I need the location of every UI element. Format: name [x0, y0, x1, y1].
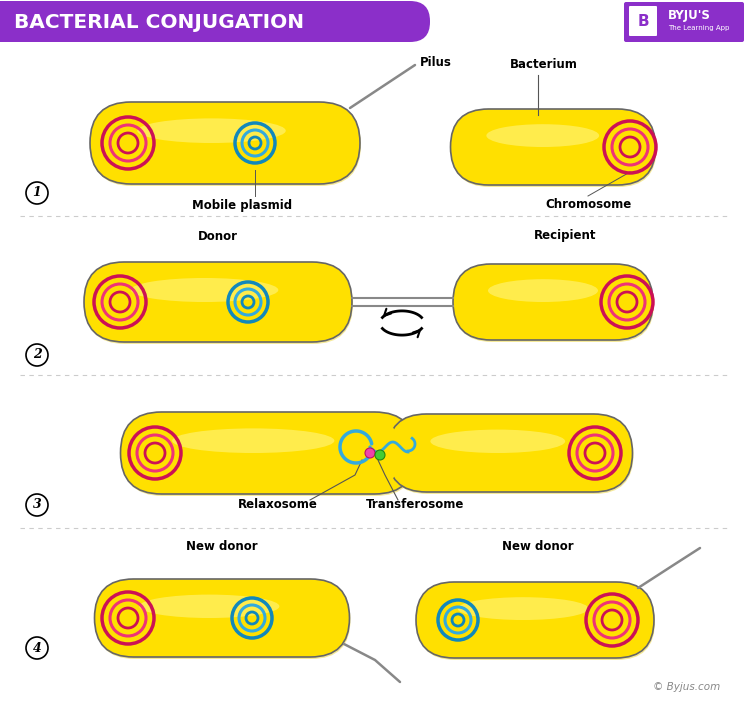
FancyBboxPatch shape: [91, 104, 361, 186]
Text: BYJU'S: BYJU'S: [668, 10, 711, 22]
Ellipse shape: [376, 425, 400, 480]
Text: BACTERIAL CONJUGATION: BACTERIAL CONJUGATION: [14, 13, 304, 32]
Ellipse shape: [458, 597, 589, 620]
Circle shape: [365, 448, 375, 458]
FancyBboxPatch shape: [94, 579, 350, 657]
Text: Relaxosome: Relaxosome: [238, 498, 318, 512]
FancyBboxPatch shape: [624, 2, 744, 42]
Text: Recipient: Recipient: [534, 230, 596, 242]
Text: 4: 4: [33, 642, 41, 654]
Text: 1: 1: [33, 187, 41, 199]
Ellipse shape: [486, 124, 599, 147]
Circle shape: [26, 344, 48, 366]
Text: The Learning App: The Learning App: [668, 25, 729, 31]
Text: New donor: New donor: [186, 541, 258, 553]
Text: Transferosome: Transferosome: [366, 498, 464, 512]
Ellipse shape: [131, 278, 278, 302]
FancyBboxPatch shape: [85, 264, 353, 344]
FancyBboxPatch shape: [95, 581, 350, 659]
Text: New donor: New donor: [503, 541, 574, 553]
FancyBboxPatch shape: [388, 414, 632, 492]
FancyBboxPatch shape: [451, 109, 656, 185]
Text: B: B: [638, 13, 649, 29]
Text: Pilus: Pilus: [420, 55, 452, 69]
Circle shape: [26, 637, 48, 659]
Ellipse shape: [140, 595, 279, 618]
FancyBboxPatch shape: [90, 102, 360, 184]
FancyBboxPatch shape: [417, 584, 655, 660]
FancyBboxPatch shape: [454, 266, 654, 342]
FancyBboxPatch shape: [388, 416, 634, 494]
Circle shape: [26, 182, 48, 204]
Text: Chromosome: Chromosome: [544, 199, 632, 211]
FancyBboxPatch shape: [416, 582, 654, 658]
Circle shape: [26, 494, 48, 516]
FancyBboxPatch shape: [452, 111, 656, 187]
FancyBboxPatch shape: [629, 6, 657, 36]
Circle shape: [375, 450, 385, 460]
FancyBboxPatch shape: [84, 262, 352, 342]
Bar: [0, 1, 20, 42]
Bar: [0, 0, 750, 44]
Ellipse shape: [137, 119, 286, 143]
FancyBboxPatch shape: [121, 412, 416, 494]
Text: 3: 3: [33, 498, 41, 512]
Text: Bacterium: Bacterium: [510, 58, 578, 72]
Text: Mobile plasmid: Mobile plasmid: [192, 199, 292, 211]
FancyBboxPatch shape: [122, 414, 416, 496]
Ellipse shape: [172, 428, 334, 453]
FancyBboxPatch shape: [0, 1, 430, 42]
Text: Donor: Donor: [198, 230, 238, 242]
Text: 2: 2: [33, 348, 41, 362]
Text: © Byjus.com: © Byjus.com: [652, 682, 720, 692]
FancyBboxPatch shape: [453, 264, 653, 340]
Ellipse shape: [488, 279, 598, 302]
Ellipse shape: [430, 430, 566, 453]
